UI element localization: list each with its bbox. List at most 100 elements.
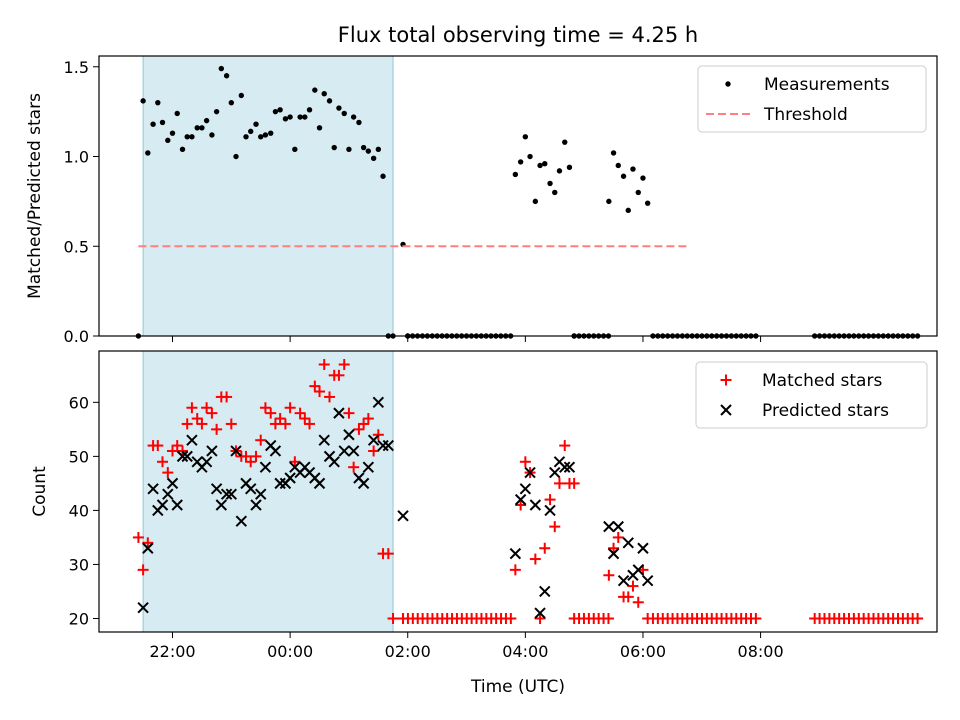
bot-series-1-point <box>338 445 350 457</box>
bottom-plot-frame <box>98 350 938 633</box>
top-y-tick-label: 0.0 <box>64 327 89 346</box>
bot-series-0-point <box>318 359 330 371</box>
top-series-0-point <box>155 99 161 106</box>
top-series-0-point <box>620 173 627 179</box>
bot-series-1-point <box>524 466 536 479</box>
bot-series-1-point-b <box>166 477 179 490</box>
top-series-0-point <box>610 150 617 156</box>
chart-title: Flux total observing time = 4.25 h <box>338 23 698 47</box>
bot-series-1-point <box>559 461 571 473</box>
bot-series-0-point <box>348 461 360 473</box>
bot-zero-point <box>912 612 924 624</box>
bot-series-0-point <box>152 440 164 452</box>
bot-series-1-point <box>333 407 345 419</box>
bot-series-1-point <box>617 574 630 587</box>
bot-series-1-point-b <box>622 537 634 549</box>
bot-series-1-point-b <box>353 472 365 484</box>
bot-zero-point <box>505 612 517 624</box>
bot-series-0-point <box>137 564 149 576</box>
bot-series-1-point <box>622 537 634 549</box>
top-marks <box>135 56 921 339</box>
top-y-tick-label: 1.0 <box>64 148 89 167</box>
top-observing-window <box>143 56 394 336</box>
top-series-0-point <box>635 189 641 196</box>
top-series-0-point <box>346 146 352 153</box>
top-series-0-point <box>213 108 220 115</box>
bot-series-0-point <box>142 537 154 549</box>
bot-series-0-point <box>309 380 321 392</box>
top-series-0-point <box>272 108 279 115</box>
bot-series-0-point <box>299 413 311 425</box>
bot-series-0-point <box>539 542 551 554</box>
bot-series-0-point <box>608 542 620 554</box>
bot-series-1-point <box>347 445 360 457</box>
top-series-0-point <box>306 107 313 113</box>
top-series-0-point <box>326 98 333 104</box>
bot-legend-swatch <box>720 374 732 386</box>
top-series-0-point <box>297 114 303 120</box>
top-series-0-point <box>640 175 646 181</box>
bot-y-tick-label: 60 <box>69 393 89 412</box>
bot-series-1-point <box>206 445 218 457</box>
bottom-legend: Matched stars Predicted stars <box>695 361 928 429</box>
bottom-y-axis-label: Count <box>30 466 50 517</box>
bot-series-1-point-b <box>534 607 546 619</box>
bot-y-tick-label: 50 <box>69 447 89 466</box>
bot-series-0-point <box>343 407 355 419</box>
top-series-0-point <box>606 198 612 205</box>
top-series-0-point <box>517 159 524 165</box>
bot-series-0-point <box>201 402 213 414</box>
bot-series-1-point-b <box>269 445 282 457</box>
top-series-0-point <box>287 114 293 120</box>
bot-series-0-point <box>544 494 556 506</box>
bot-series-0-point <box>186 402 198 414</box>
top-legend-box <box>697 65 927 133</box>
bot-series-1-point-b <box>563 461 576 473</box>
bot-series-1-point-b <box>235 515 248 527</box>
bot-series-1-point-b <box>603 520 615 533</box>
bot-series-1-point-b <box>220 488 233 500</box>
bot-series-1-point-b <box>607 547 620 560</box>
bot-series-0-point <box>549 521 561 533</box>
bot-series-0-point <box>167 445 179 457</box>
bot-series-1-point <box>210 483 223 495</box>
top-series-0-point <box>341 110 347 117</box>
top-legend-swatch <box>725 81 731 87</box>
bot-series-1-point <box>284 472 296 484</box>
bot-series-1-point-b <box>186 434 198 446</box>
bot-series-1-point-b <box>137 601 149 614</box>
bot-series-0-point <box>358 418 370 430</box>
top-series-0-point <box>302 114 308 120</box>
bot-legend-label: Matched stars <box>762 371 882 391</box>
bot-series-1-point <box>343 429 355 441</box>
top-series-0-point <box>316 125 323 131</box>
bot-series-0-point <box>162 467 174 479</box>
bot-series-1-point-b <box>206 445 218 457</box>
top-series-0-point <box>169 130 176 136</box>
top-series-0-point <box>350 114 357 120</box>
bot-series-1-point <box>534 607 546 619</box>
bot-series-1-point-b <box>215 499 228 511</box>
top-series-0-point <box>365 148 372 154</box>
bot-series-0-point <box>338 359 350 371</box>
bot-series-1-point <box>637 542 649 554</box>
top-series-0-point <box>174 110 180 117</box>
bot-series-0-point <box>304 418 316 430</box>
top-series-0-point <box>203 117 210 124</box>
bot-series-1-point-b <box>367 434 380 446</box>
x-tick-label: 00:00 <box>267 642 313 661</box>
bot-series-0-point <box>603 569 615 581</box>
top-series-0-point <box>380 173 386 179</box>
bot-series-0-point <box>255 434 267 446</box>
x-tick-label: 04:00 <box>502 642 548 661</box>
top-series-0-point <box>253 121 259 127</box>
bot-series-1-point-b <box>147 483 159 495</box>
bot-series-1-point <box>245 483 257 495</box>
bot-series-0-point <box>274 413 286 425</box>
bot-series-0-point <box>333 369 345 381</box>
x-tick-label: 22:00 <box>149 642 195 661</box>
top-y-tick-label: 0.5 <box>64 237 89 256</box>
bot-series-1-point-b <box>171 499 183 511</box>
bot-series-1-point-b <box>309 472 321 484</box>
bot-series-1-point-b <box>191 456 203 468</box>
